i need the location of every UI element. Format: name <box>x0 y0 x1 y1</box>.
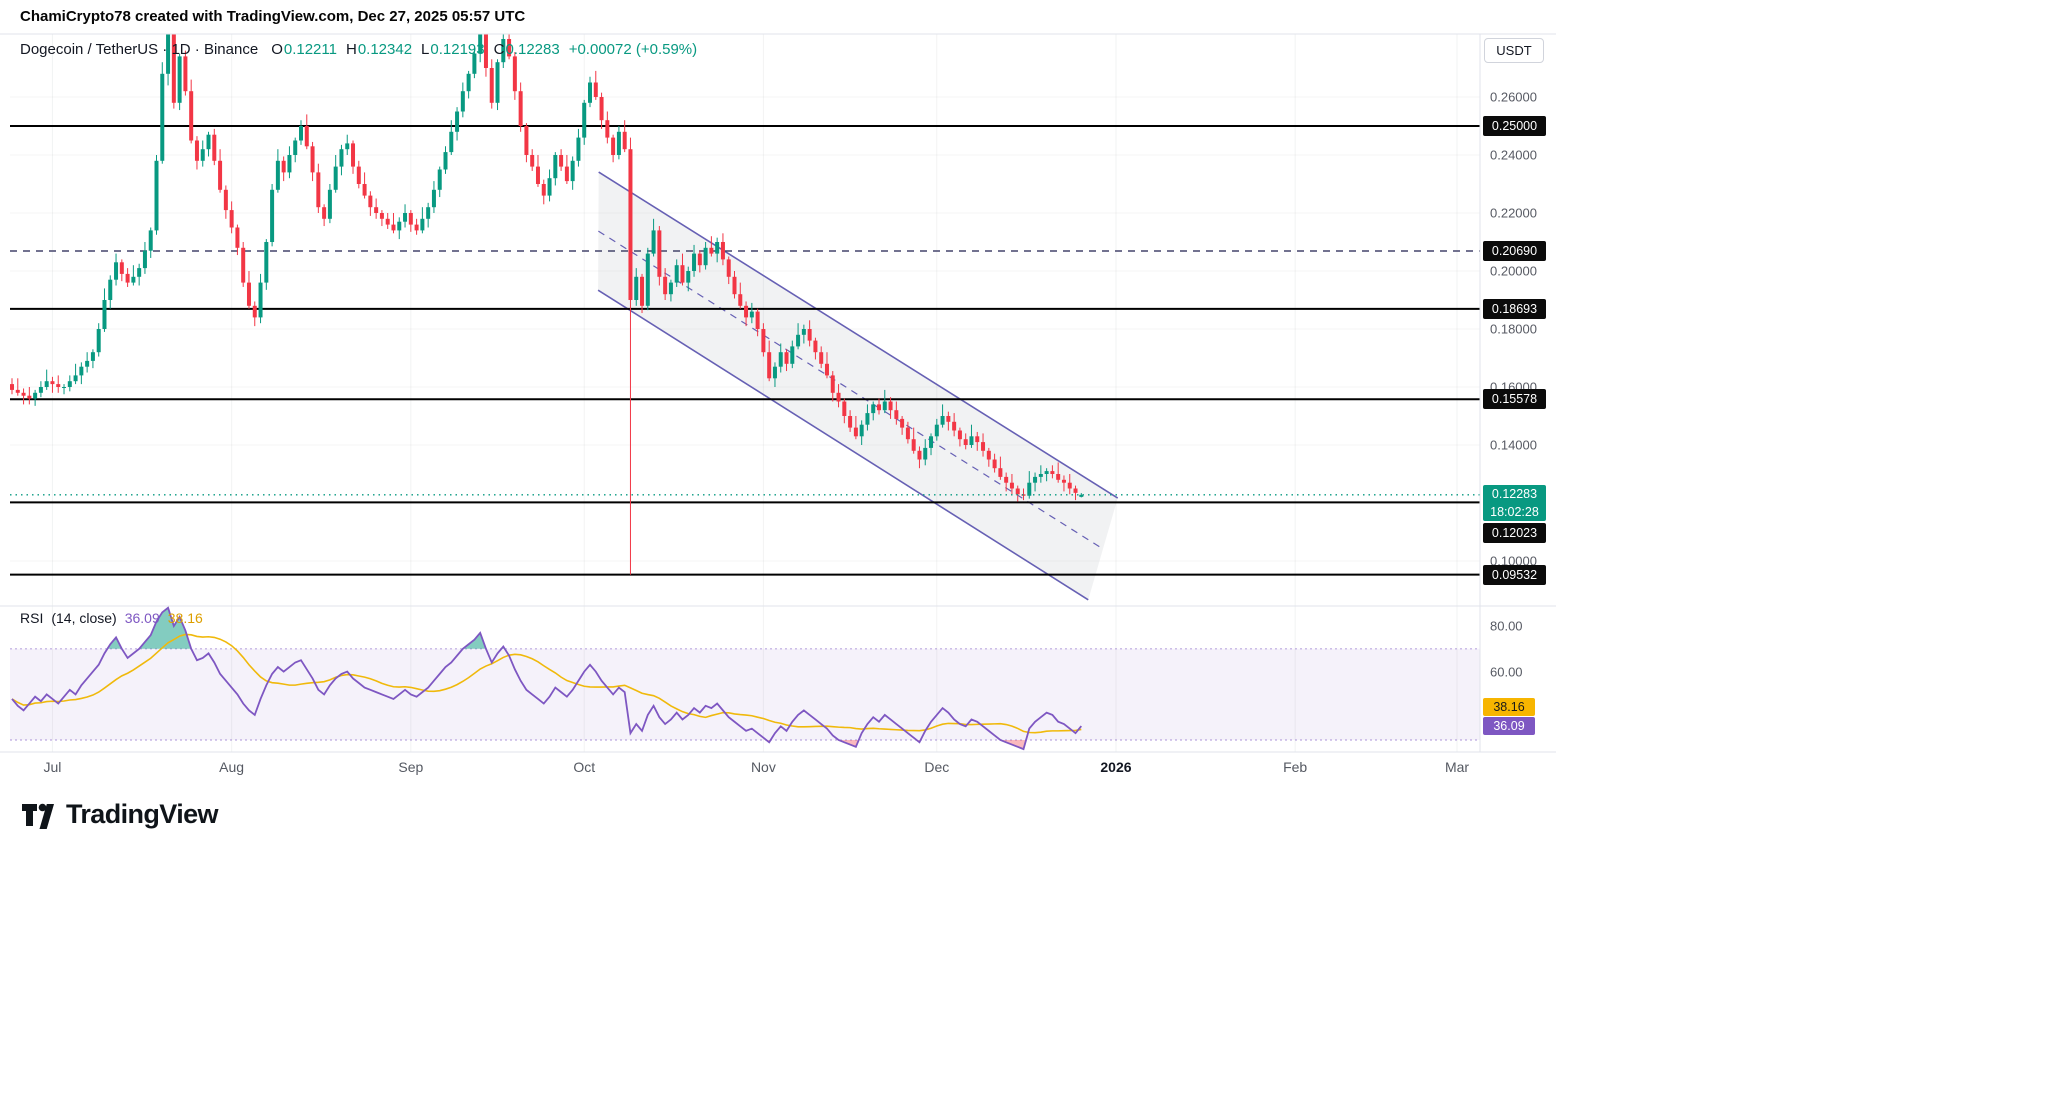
symbol-legend: Dogecoin / TetherUS · 1D · Binance O 0.12… <box>20 41 697 58</box>
attribution-text: ChamiCrypto78 created with TradingView.c… <box>20 8 526 25</box>
rsi-band <box>10 648 1480 740</box>
rsi-title: RSI <box>20 610 44 626</box>
ohlc-low: L 0.12193 <box>421 41 485 58</box>
channel-upper-line <box>598 171 1119 499</box>
current-price-label: 0.12283 <box>1491 486 1538 501</box>
channel-midline <box>598 230 1104 550</box>
ohlc-open: O 0.12211 <box>271 41 337 58</box>
price-pane <box>10 34 1480 601</box>
symbol-title: Dogecoin / TetherUS · 1D · Binance <box>20 41 259 58</box>
tradingview-logo[interactable]: TradingView <box>22 799 219 830</box>
tradingview-mark-icon <box>22 803 54 829</box>
tradingview-wordmark: TradingView <box>66 799 219 829</box>
rsi-pane <box>10 606 1480 751</box>
rsi-value: 36.09 <box>124 610 160 626</box>
channel-fill <box>598 172 1118 600</box>
rsi-params: (14, close) <box>51 610 117 626</box>
ohlc-high: H 0.12342 <box>345 41 413 58</box>
ohlc-close: C 0.12283 <box>493 41 560 58</box>
current-price-badge: 0.12283 18:02:28 <box>1483 484 1546 521</box>
gridlines <box>10 34 1480 752</box>
price-change: +0.00072 (+0.59%) <box>568 41 698 58</box>
bar-countdown: 18:02:28 <box>1490 504 1539 519</box>
currency-toggle-button[interactable]: USDT <box>1484 38 1544 63</box>
rsi-ma-value: 38.16 <box>167 610 203 626</box>
candles <box>10 34 1084 575</box>
rsi-line <box>11 606 1082 751</box>
rsi-legend: RSI (14, close) 36.09 38.16 <box>20 610 203 626</box>
frame <box>0 33 1556 753</box>
channel-lower-line <box>597 289 1089 601</box>
